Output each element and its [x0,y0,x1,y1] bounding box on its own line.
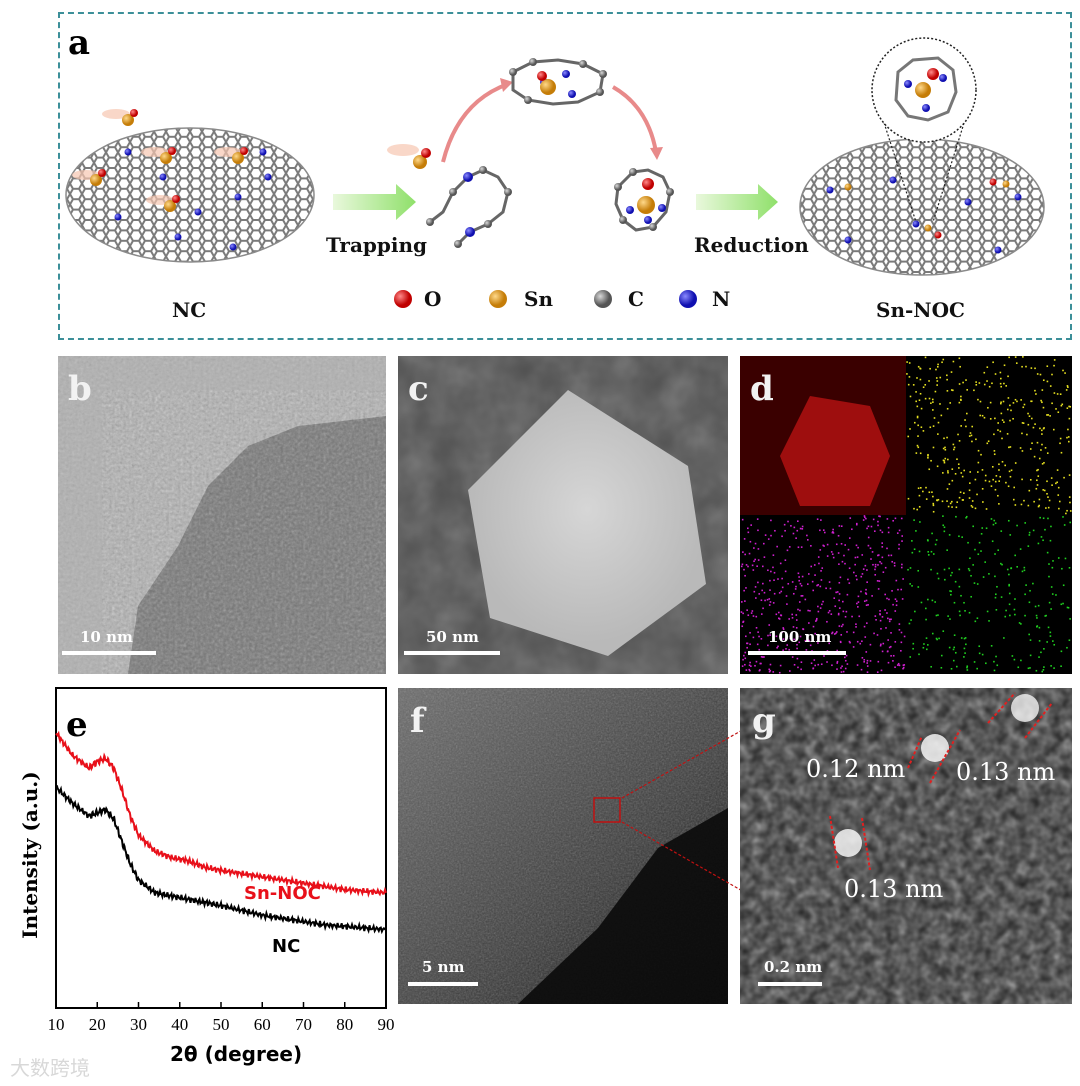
x-tick-label: 90 [378,1015,395,1034]
series-line-sn-noc [55,730,387,898]
scale-bar-c [404,651,500,655]
zoom-inset [871,37,977,223]
legend-sn-atom [489,290,507,308]
scale-bar-g [758,982,822,986]
haadf-image [398,356,728,674]
ac-haadf-image [398,688,728,1004]
legend-sn-noc: Sn-NOC [244,883,321,904]
schematic-graphic [65,37,1045,308]
sno-molecules [72,109,248,212]
x-tick-label: 70 [295,1015,312,1034]
scale-label-c: 50 nm [426,628,479,646]
panel-label-g: g [752,701,776,741]
xrd-chart: 10 20 30 40 50 60 70 80 90 [48,687,395,1034]
zoom-connector-lines [621,727,747,894]
scale-label-g: 0.2 nm [764,958,823,976]
panel-label-a: a [68,23,91,63]
scale-bar-b [62,651,156,655]
legend-c-label: C [628,287,644,311]
legend-nc: NC [272,936,301,957]
chart-frame [55,687,387,1009]
x-tick-label: 10 [48,1015,65,1034]
scale-label-b: 10 nm [80,628,133,646]
reduction-arrow [696,184,778,220]
panel-label-d: d [750,369,774,409]
legend-sn-label: Sn [524,287,553,311]
zoomed-atoms-image [740,688,1072,1004]
curved-arrow-up [441,82,509,163]
hrtem-image [58,356,386,674]
bright-atom [1011,694,1039,722]
reduction-label: Reduction [694,233,809,257]
sn-complex [614,168,674,232]
x-axis-label: 2θ (degree) [170,1042,303,1066]
legend-n-atom [679,290,697,308]
legend-c-atom [594,290,612,308]
sn-noc-graphene-sheet [799,138,1045,276]
measurement-2: 0.13 nm [956,758,1056,786]
watermark: 大数跨境 [10,1056,90,1080]
x-tick-label: 40 [171,1015,188,1034]
panel-label-f: f [410,701,425,741]
nc-label: NC [172,298,207,322]
legend-o-atom [394,290,412,308]
trapping-label: Trapping [326,233,428,257]
scale-bar-d [748,651,846,655]
scale-label-f: 5 nm [422,958,465,976]
measurement-1: 0.12 nm [806,755,906,783]
zoom-box [593,797,621,823]
x-tick-label: 30 [130,1015,147,1034]
series-line-nc [55,785,387,935]
trapping-arrow [333,184,416,220]
curved-arrow-down [612,85,658,153]
x-tick-label: 80 [336,1015,353,1034]
ligand-middle [426,166,512,248]
panel-label-e: e [66,705,88,745]
scale-label-d: 100 nm [768,628,832,646]
scale-bar-f [408,982,478,986]
eds-maps [740,356,1072,674]
measurement-3: 0.13 nm [844,875,944,903]
legend-n-label: N [712,287,731,311]
legend-o-label: O [424,287,442,311]
panel-label-b: b [68,369,92,409]
y-axis-label: Intensity (a.u.) [18,771,42,939]
x-tick-label: 50 [213,1015,230,1034]
bright-atom [921,734,949,762]
nc-graphene-sheet [65,127,315,263]
macrocycle-top [509,58,607,106]
panel-label-c: c [408,369,429,409]
x-tick-label: 20 [89,1015,106,1034]
sn-noc-label: Sn-NOC [876,298,965,322]
x-tick-label: 60 [254,1015,271,1034]
bright-atom [834,829,862,857]
